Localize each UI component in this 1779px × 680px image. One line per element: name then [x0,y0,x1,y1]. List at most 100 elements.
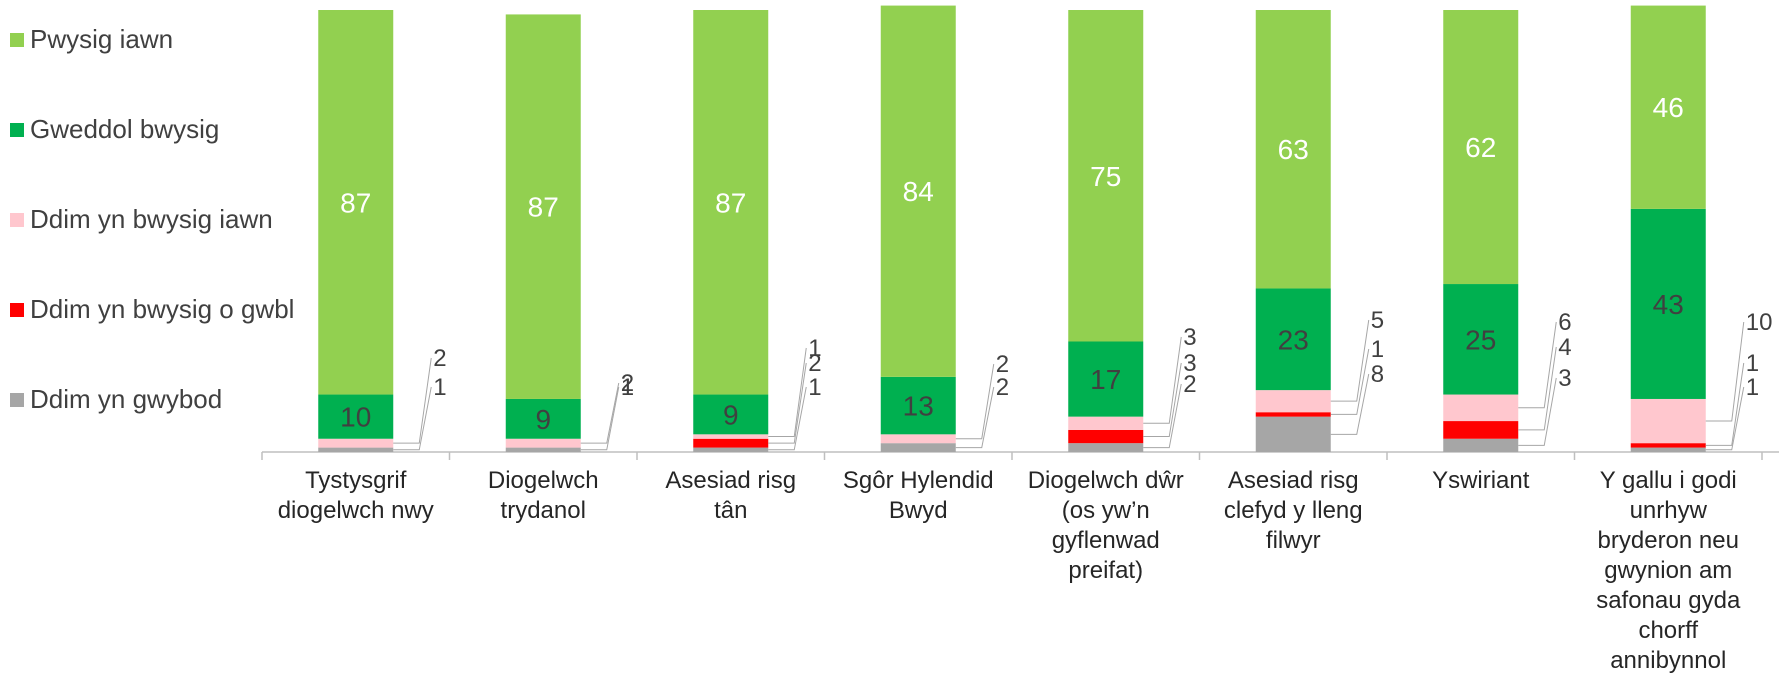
leader-line [1705,362,1745,446]
leader-line [955,386,995,449]
category-label-line: annibynnol [1610,647,1727,674]
legend-swatch [10,122,24,137]
legend-swatch [10,392,24,407]
category-label-line: preifat) [1068,557,1144,584]
category-label: Sgôr Hylendid Bwyd [833,466,1003,526]
bar-segment-gweddol-bwysig [505,398,581,439]
data-label: 25 [1465,324,1496,355]
data-label: 9 [723,399,739,430]
legend-label: Gweddol bwysig [30,114,220,144]
leader-line [1330,373,1370,435]
bar-segment-gweddol-bwysig [318,394,394,439]
bar-segment-pwysig-iawn [880,5,956,377]
data-label: 10 [340,402,371,433]
bar-segment-ddim-yn-gwybod [1255,416,1331,452]
data-label: 63 [1278,134,1309,165]
leader-line [1705,386,1745,451]
leader-line [1143,336,1182,424]
data-label: 2 [621,370,634,397]
data-label: 87 [715,187,746,218]
legend-label: Ddim yn bwysig o gwbl [30,294,295,324]
data-label: 2 [808,350,821,377]
bar-segment-ddim-yn-bwysig-iawn [880,434,956,444]
category-label: Diogelwch trydanol [458,466,628,526]
category-label-line: gwynion am [1604,557,1733,584]
bar-segment-ddim-yn-gwybod [505,447,581,452]
legend-item-pwysig-iawn: Pwysig iawn [10,24,173,55]
data-label: 43 [1653,289,1684,320]
data-label: 1 [1746,374,1759,401]
data-label: 75 [1090,161,1121,192]
leader-line [1330,348,1370,415]
leader-line [768,362,807,444]
data-label: 46 [1653,92,1684,123]
data-label: 3 [1183,324,1196,351]
category-label: Asesiad risg clefyd y lleng filwyr [1208,466,1378,556]
data-label: 1 [1371,336,1384,363]
category-label-line: Sgôr Hylendid [842,467,994,494]
bar-segment-pwysig-iawn [693,10,769,395]
leader-line [393,357,432,444]
bar-segment-gweddol-bwysig [1255,288,1331,391]
bar-segment-ddim-yn-gwybod [1068,443,1144,452]
category-label: Yswiriant [1396,466,1566,496]
data-label: 8 [1371,361,1384,388]
leader-line [580,382,620,444]
leader-line [580,386,620,451]
data-label: 84 [903,176,934,207]
chart-legend: Pwysig iawn Gweddol bwysig Ddim yn bwysi… [10,0,310,460]
data-label: 1 [621,374,634,401]
data-label: 2 [1183,371,1196,398]
data-label: 10 [1746,309,1773,336]
bar-segment-ddim-yn-bwysig-iawn [1255,390,1331,413]
bar-segment-ddim-yn-bwysig-iawn [1068,416,1144,430]
category-label-line: filwyr [1265,527,1321,554]
bar-segment-pwysig-iawn [1630,5,1706,209]
leader-line [1518,377,1557,446]
bar-segment-ddim-yn-bwysig-o-gwbl [1630,443,1706,448]
legend-swatch [10,32,24,47]
leader-line [1518,321,1557,409]
bar-segment-ddim-yn-bwysig-o-gwbl [1068,429,1144,444]
category-label-line: diogelwch nwy [277,497,434,524]
legend-swatch [10,212,24,227]
bar-segment-pwysig-iawn [318,10,394,395]
bar-segment-ddim-yn-bwysig-iawn [1443,394,1519,422]
data-label: 5 [1371,307,1384,334]
bar-segment-ddim-yn-bwysig-o-gwbl [693,438,769,448]
bar-segment-pwysig-iawn [1255,10,1331,289]
category-label-line: (os yw’n [1061,497,1150,524]
bar-segment-gweddol-bwysig [1068,341,1144,417]
data-label: 87 [340,187,371,218]
leader-line [1143,362,1182,438]
bar-segment-ddim-yn-gwybod [318,447,394,452]
bar-segment-ddim-yn-gwybod [1630,447,1706,452]
category-label-line: clefyd y lleng [1223,497,1363,524]
bar-segment-ddim-yn-gwybod [1443,438,1519,452]
category-label-line: gyflenwad [1051,527,1160,554]
legend-item-gweddol-bwysig: Gweddol bwysig [10,114,219,145]
category-label-line: Asesiad risg [665,467,797,494]
bar-segment-ddim-yn-bwysig-iawn [693,434,769,439]
bar-segment-ddim-yn-bwysig-iawn [318,438,394,448]
category-label-line: Tystysgrif [305,467,407,494]
data-label: 17 [1090,364,1121,395]
category-label-line: Diogelwch [487,467,599,494]
category-label: Tystysgrif diogelwch nwy [271,466,441,526]
bar-segment-ddim-yn-bwysig-o-gwbl [1255,412,1331,417]
category-label-line: Asesiad risg [1227,467,1359,494]
data-label: 9 [535,404,551,435]
data-label: 62 [1465,132,1496,163]
bar-segment-gweddol-bwysig [1630,208,1706,399]
legend-label: Ddim yn gwybod [30,384,223,414]
data-label: 1 [433,374,446,401]
data-label: 6 [1558,309,1571,336]
category-label-line: unrhyw [1629,497,1707,524]
category-label-line: Yswiriant [1432,467,1530,494]
bar-segment-pwysig-iawn [505,14,581,399]
leader-line [768,386,807,451]
legend-label: Pwysig iawn [30,24,174,54]
category-label: Diogelwch dŵr (os yw’n gyflenwad preifat) [1021,466,1191,586]
bar-segment-ddim-yn-bwysig-o-gwbl [1443,421,1519,439]
